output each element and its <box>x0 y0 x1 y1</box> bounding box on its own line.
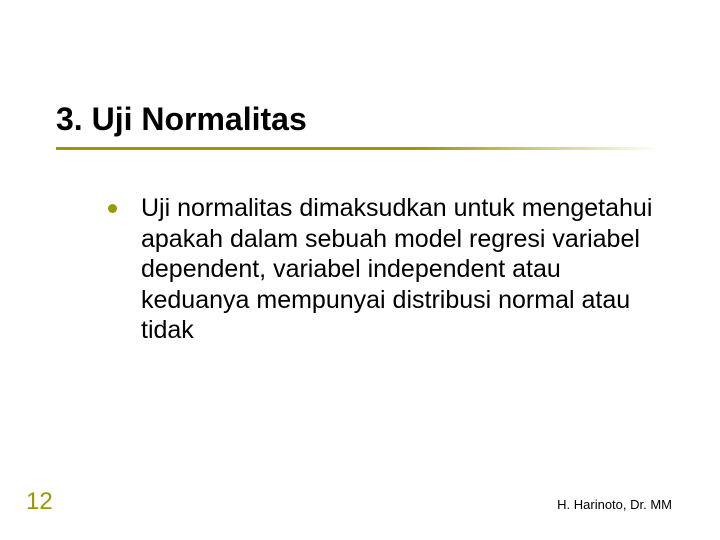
footer-author: H. Harinoto, Dr. MM <box>557 497 672 512</box>
title-underline <box>56 147 660 150</box>
title-block: 3. Uji Normalitas <box>56 102 660 150</box>
bullet-icon <box>108 204 117 213</box>
slide: 3. Uji Normalitas Uji normalitas dimaksu… <box>0 0 720 540</box>
bullet-text: Uji normalitas dimaksudkan untuk mengeta… <box>141 193 668 346</box>
page-number: 12 <box>26 488 53 516</box>
bullet-item: Uji normalitas dimaksudkan untuk mengeta… <box>108 193 668 346</box>
slide-title: 3. Uji Normalitas <box>56 102 660 137</box>
body-block: Uji normalitas dimaksudkan untuk mengeta… <box>108 193 668 346</box>
